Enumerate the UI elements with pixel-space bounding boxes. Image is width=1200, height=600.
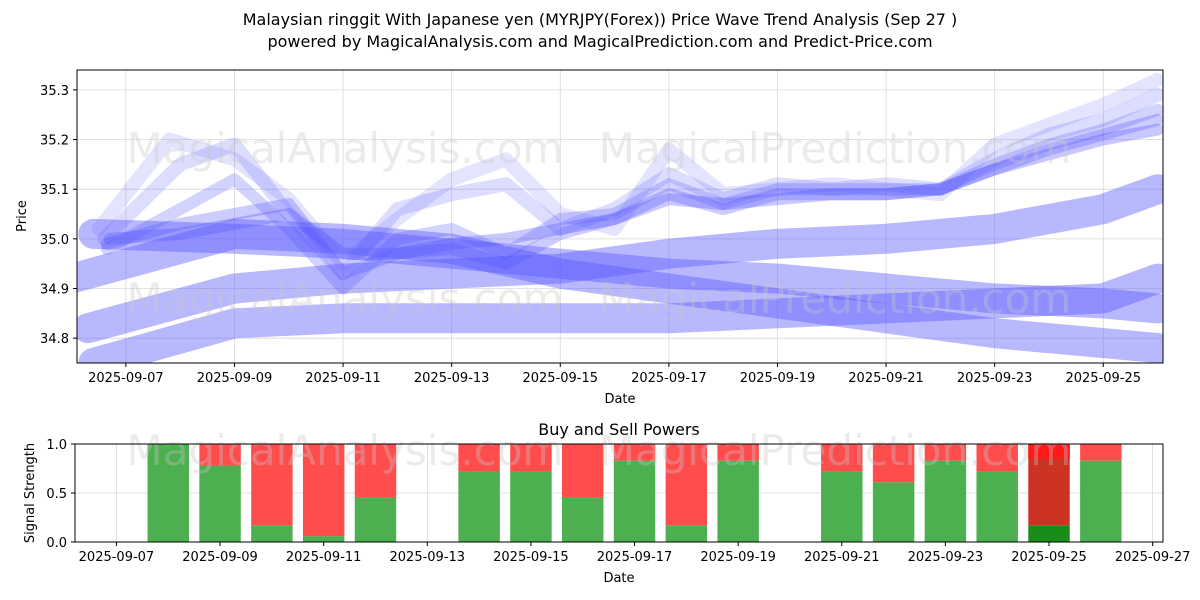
signal-x-tick-label: 2025-09-11: [286, 550, 362, 565]
price-x-axis-label: Date: [604, 392, 635, 407]
sell-bar: [458, 444, 500, 472]
signal-x-tick-label: 2025-09-21: [804, 550, 880, 565]
buy-bar: [924, 460, 967, 542]
buy-bar: [872, 482, 915, 542]
sell-bar: [199, 444, 241, 466]
buy-bar: [613, 460, 656, 542]
sell-bar-highlight: [1028, 444, 1070, 459]
signal-x-tick-label: 2025-09-17: [597, 550, 673, 565]
price-x-tick-label: 2025-09-21: [848, 371, 924, 386]
signal-y-tick-label: 0.5: [46, 487, 67, 502]
signal-chart-title: Buy and Sell Powers: [538, 420, 700, 439]
sell-bar: [872, 444, 915, 483]
price-y-tick-label: 34.9: [40, 283, 69, 298]
chart-title-line2: powered by MagicalAnalysis.com and Magic…: [267, 32, 932, 51]
buy-bar: [976, 471, 1018, 542]
price-y-ticks: 34.8 34.9 35.0 35.1 35.2 35.3: [40, 84, 77, 347]
sell-bar: [976, 444, 1018, 472]
price-x-ticks: 2025-09-07 2025-09-09 2025-09-11 2025-09-13…: [88, 363, 1141, 386]
price-grid: [77, 70, 1163, 363]
signal-x-tick-label: 2025-09-25: [1011, 550, 1087, 565]
watermark-top-right: MagicalPrediction.com: [599, 124, 1072, 173]
sell-bar: [354, 444, 397, 498]
price-y-axis-label: Price: [15, 200, 30, 232]
price-waves: [77, 72, 1163, 363]
signal-chart: Buy and Sell Powers MagicalAnalysis.com …: [23, 420, 1190, 586]
price-plot-frame: [76, 69, 1164, 364]
watermark-bottom-left: MagicalAnalysis.com: [127, 426, 564, 475]
sell-bar: [251, 444, 293, 526]
buy-bar: [1028, 525, 1070, 542]
price-y-tick-label: 34.8: [40, 332, 69, 347]
wave-line-long-wave-1: [77, 218, 1163, 363]
sell-bar: [510, 444, 552, 472]
buy-bar: [665, 525, 708, 542]
signal-y-tick-label: 1.0: [46, 438, 67, 453]
sell-bar: [302, 444, 345, 537]
price-y-tick-label: 35.2: [40, 134, 69, 149]
price-chart: MagicalAnalysis.com MagicalPrediction.co…: [15, 69, 1164, 407]
watermark-top-left: MagicalAnalysis.com: [127, 124, 564, 173]
wave-line-wave-5: [103, 123, 1163, 260]
buy-bar: [147, 444, 189, 542]
sell-bar: [821, 444, 863, 472]
signal-x-ticks: 2025-09-07 2025-09-09 2025-09-11 2025-09-13…: [79, 542, 1191, 565]
buy-bar: [821, 471, 863, 542]
sell-bar: [613, 444, 656, 461]
signal-x-tick-label: 2025-09-07: [79, 550, 155, 565]
watermark-mid-left: MagicalAnalysis.com: [127, 274, 564, 323]
signal-x-tick-label: 2025-09-23: [908, 550, 984, 565]
signal-x-tick-label: 2025-09-19: [700, 550, 776, 565]
sell-bar: [717, 444, 759, 461]
signal-x-tick-label: 2025-09-13: [390, 550, 466, 565]
price-y-tick-label: 35.0: [40, 233, 69, 248]
price-x-tick-label: 2025-09-19: [740, 371, 816, 386]
wave-line-long-wave-4: [78, 263, 1163, 363]
price-x-tick-label: 2025-09-25: [1065, 371, 1141, 386]
signal-y-tick-label: 0.0: [46, 536, 67, 551]
sell-bar: [1080, 444, 1122, 461]
buy-bar: [510, 471, 552, 542]
price-x-tick-label: 2025-09-17: [631, 371, 707, 386]
signal-x-tick-label: 2025-09-09: [182, 550, 258, 565]
price-x-tick-label: 2025-09-15: [522, 371, 598, 386]
wave-line-long-wave-3: [78, 218, 1163, 324]
wave-line-wave-2: [97, 87, 1163, 281]
signal-x-tick-label: 2025-09-27: [1115, 550, 1191, 565]
signal-y-axis-label: Signal Strength: [23, 443, 38, 543]
buy-bar: [717, 460, 759, 542]
wave-line-wave-4: [100, 113, 1163, 280]
sell-bar: [562, 444, 604, 498]
watermark-bottom-right: MagicalPrediction.com: [599, 426, 1072, 475]
price-x-tick-label: 2025-09-09: [197, 371, 273, 386]
buy-bar: [1080, 460, 1122, 542]
price-x-tick-label: 2025-09-13: [414, 371, 490, 386]
buy-bar: [354, 497, 397, 542]
buy-bar: [199, 465, 241, 542]
wave-line-wave-1: [91, 72, 1163, 271]
buy-bar: [458, 471, 500, 542]
signal-x-axis-label: Date: [603, 571, 634, 586]
wave-line-long-wave-2: [77, 174, 1163, 344]
watermark-mid-right: MagicalPrediction.com: [599, 274, 1072, 323]
price-y-tick-label: 35.1: [40, 183, 69, 198]
wave-line-wave-3: [100, 103, 1163, 295]
signal-x-tick-label: 2025-09-15: [493, 550, 569, 565]
price-x-tick-label: 2025-09-11: [305, 371, 381, 386]
buy-bar: [251, 525, 293, 542]
signal-y-ticks: 0.0 0.5 1.0: [46, 438, 75, 551]
sell-bar: [924, 444, 967, 461]
chart-title-line1: Malaysian ringgit With Japanese yen (MYR…: [243, 10, 958, 29]
buy-bar: [302, 536, 345, 542]
price-y-tick-label: 35.3: [40, 84, 69, 99]
price-x-tick-label: 2025-09-23: [957, 371, 1033, 386]
price-x-tick-label: 2025-09-07: [88, 371, 164, 386]
sell-bar: [665, 444, 708, 526]
buy-bar: [562, 497, 604, 542]
signal-bars: [147, 444, 1122, 542]
